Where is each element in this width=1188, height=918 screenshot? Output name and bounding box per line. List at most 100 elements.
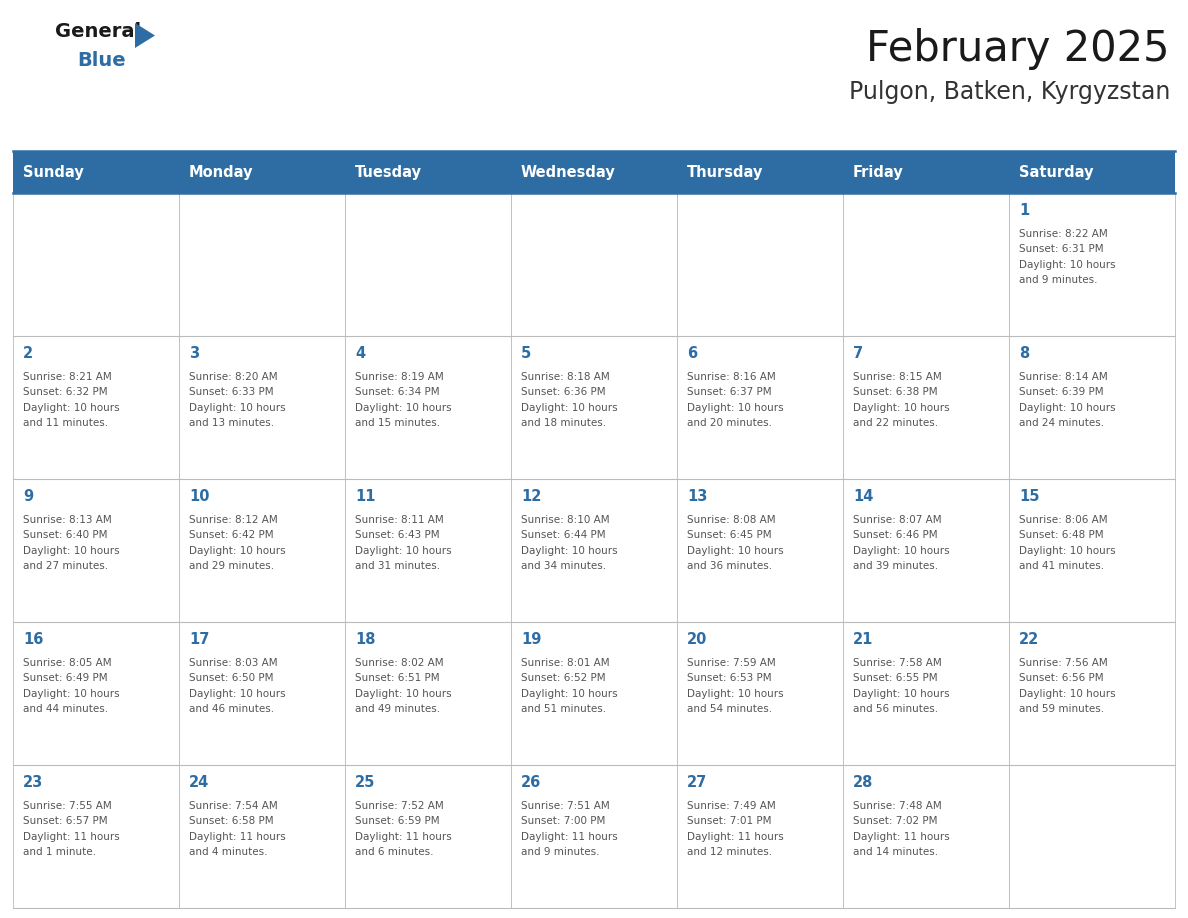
Text: 27: 27 <box>687 775 707 790</box>
Text: Sunrise: 8:10 AM: Sunrise: 8:10 AM <box>522 515 609 525</box>
Text: 4: 4 <box>355 346 365 362</box>
Text: 1: 1 <box>1019 204 1029 218</box>
Text: Daylight: 11 hours: Daylight: 11 hours <box>853 832 949 842</box>
Text: Sunrise: 7:55 AM: Sunrise: 7:55 AM <box>23 800 112 811</box>
Text: Sunrise: 8:06 AM: Sunrise: 8:06 AM <box>1019 515 1107 525</box>
Text: Sunset: 6:45 PM: Sunset: 6:45 PM <box>687 531 772 541</box>
Text: 16: 16 <box>23 633 44 647</box>
Text: Sunset: 6:32 PM: Sunset: 6:32 PM <box>23 387 108 397</box>
Text: 17: 17 <box>189 633 209 647</box>
Text: Sunrise: 8:02 AM: Sunrise: 8:02 AM <box>355 657 443 667</box>
Text: Daylight: 10 hours: Daylight: 10 hours <box>23 546 120 555</box>
Text: Pulgon, Batken, Kyrgyzstan: Pulgon, Batken, Kyrgyzstan <box>848 80 1170 104</box>
Text: Daylight: 11 hours: Daylight: 11 hours <box>355 832 451 842</box>
Text: Daylight: 10 hours: Daylight: 10 hours <box>189 546 285 555</box>
Text: Sunset: 6:55 PM: Sunset: 6:55 PM <box>853 673 937 683</box>
Text: 2: 2 <box>23 346 33 362</box>
Text: Sunset: 6:56 PM: Sunset: 6:56 PM <box>1019 673 1104 683</box>
Text: Friday: Friday <box>853 165 904 180</box>
Text: Sunset: 6:53 PM: Sunset: 6:53 PM <box>687 673 772 683</box>
Text: and 39 minutes.: and 39 minutes. <box>853 561 939 571</box>
Bar <box>677 622 843 765</box>
Text: Sunset: 6:37 PM: Sunset: 6:37 PM <box>687 387 772 397</box>
Text: and 22 minutes.: and 22 minutes. <box>853 419 939 429</box>
Text: and 36 minutes.: and 36 minutes. <box>687 561 772 571</box>
Bar <box>13 194 179 336</box>
Bar <box>677 765 843 908</box>
Text: Monday: Monday <box>189 165 253 180</box>
Text: 23: 23 <box>23 775 43 790</box>
Text: Sunset: 6:49 PM: Sunset: 6:49 PM <box>23 673 108 683</box>
Text: Daylight: 10 hours: Daylight: 10 hours <box>1019 546 1116 555</box>
Text: 12: 12 <box>522 489 542 504</box>
Text: and 54 minutes.: and 54 minutes. <box>687 704 772 714</box>
Text: Sunrise: 8:20 AM: Sunrise: 8:20 AM <box>189 372 278 382</box>
Bar <box>1009 622 1175 765</box>
Text: and 12 minutes.: and 12 minutes. <box>687 847 772 857</box>
Text: Daylight: 10 hours: Daylight: 10 hours <box>522 688 618 699</box>
Bar <box>13 622 179 765</box>
Text: Sunset: 6:59 PM: Sunset: 6:59 PM <box>355 816 440 826</box>
Text: and 15 minutes.: and 15 minutes. <box>355 419 440 429</box>
Text: Sunrise: 8:11 AM: Sunrise: 8:11 AM <box>355 515 444 525</box>
Text: and 13 minutes.: and 13 minutes. <box>189 419 274 429</box>
Text: 28: 28 <box>853 775 873 790</box>
Text: and 11 minutes.: and 11 minutes. <box>23 419 108 429</box>
Text: Sunset: 6:48 PM: Sunset: 6:48 PM <box>1019 531 1104 541</box>
Text: Sunset: 6:57 PM: Sunset: 6:57 PM <box>23 816 108 826</box>
Text: Daylight: 10 hours: Daylight: 10 hours <box>687 688 784 699</box>
Text: Daylight: 11 hours: Daylight: 11 hours <box>687 832 784 842</box>
Text: Sunset: 6:38 PM: Sunset: 6:38 PM <box>853 387 937 397</box>
Text: and 59 minutes.: and 59 minutes. <box>1019 704 1104 714</box>
Text: Sunrise: 8:08 AM: Sunrise: 8:08 AM <box>687 515 776 525</box>
Text: Sunrise: 8:22 AM: Sunrise: 8:22 AM <box>1019 229 1107 239</box>
Text: Blue: Blue <box>77 51 126 70</box>
Text: Sunrise: 7:56 AM: Sunrise: 7:56 AM <box>1019 657 1107 667</box>
Text: Sunrise: 7:51 AM: Sunrise: 7:51 AM <box>522 800 609 811</box>
Bar <box>677 479 843 622</box>
Bar <box>345 765 511 908</box>
Bar <box>179 194 345 336</box>
Text: 6: 6 <box>687 346 697 362</box>
Text: Saturday: Saturday <box>1019 165 1093 180</box>
Text: Tuesday: Tuesday <box>355 165 422 180</box>
Text: Sunset: 6:40 PM: Sunset: 6:40 PM <box>23 531 107 541</box>
Text: and 14 minutes.: and 14 minutes. <box>853 847 939 857</box>
Text: Daylight: 10 hours: Daylight: 10 hours <box>355 403 451 413</box>
Text: Sunrise: 8:15 AM: Sunrise: 8:15 AM <box>853 372 942 382</box>
Bar <box>843 622 1009 765</box>
Text: and 49 minutes.: and 49 minutes. <box>355 704 440 714</box>
Bar <box>345 336 511 479</box>
Text: Sunset: 6:50 PM: Sunset: 6:50 PM <box>189 673 273 683</box>
Text: 11: 11 <box>355 489 375 504</box>
Text: 24: 24 <box>189 775 209 790</box>
Text: and 41 minutes.: and 41 minutes. <box>1019 561 1104 571</box>
Polygon shape <box>135 23 154 48</box>
Text: February 2025: February 2025 <box>866 28 1170 70</box>
Text: 25: 25 <box>355 775 375 790</box>
Text: 22: 22 <box>1019 633 1040 647</box>
Text: 7: 7 <box>853 346 864 362</box>
Text: Daylight: 10 hours: Daylight: 10 hours <box>23 403 120 413</box>
Bar <box>511 194 677 336</box>
Text: Daylight: 10 hours: Daylight: 10 hours <box>1019 688 1116 699</box>
Text: Daylight: 10 hours: Daylight: 10 hours <box>853 688 949 699</box>
Bar <box>1009 194 1175 336</box>
Text: and 31 minutes.: and 31 minutes. <box>355 561 440 571</box>
Text: Daylight: 10 hours: Daylight: 10 hours <box>853 403 949 413</box>
Text: Sunrise: 8:16 AM: Sunrise: 8:16 AM <box>687 372 776 382</box>
Text: and 51 minutes.: and 51 minutes. <box>522 704 606 714</box>
Text: Daylight: 10 hours: Daylight: 10 hours <box>23 688 120 699</box>
Text: Sunrise: 8:19 AM: Sunrise: 8:19 AM <box>355 372 444 382</box>
Text: Daylight: 10 hours: Daylight: 10 hours <box>853 546 949 555</box>
Text: Sunset: 6:39 PM: Sunset: 6:39 PM <box>1019 387 1104 397</box>
Bar <box>511 765 677 908</box>
Text: Sunset: 6:43 PM: Sunset: 6:43 PM <box>355 531 440 541</box>
Text: Daylight: 11 hours: Daylight: 11 hours <box>23 832 120 842</box>
Bar <box>1009 336 1175 479</box>
Text: General: General <box>55 22 141 41</box>
Bar <box>677 194 843 336</box>
Text: 18: 18 <box>355 633 375 647</box>
Text: Sunset: 6:46 PM: Sunset: 6:46 PM <box>853 531 937 541</box>
Bar <box>511 336 677 479</box>
